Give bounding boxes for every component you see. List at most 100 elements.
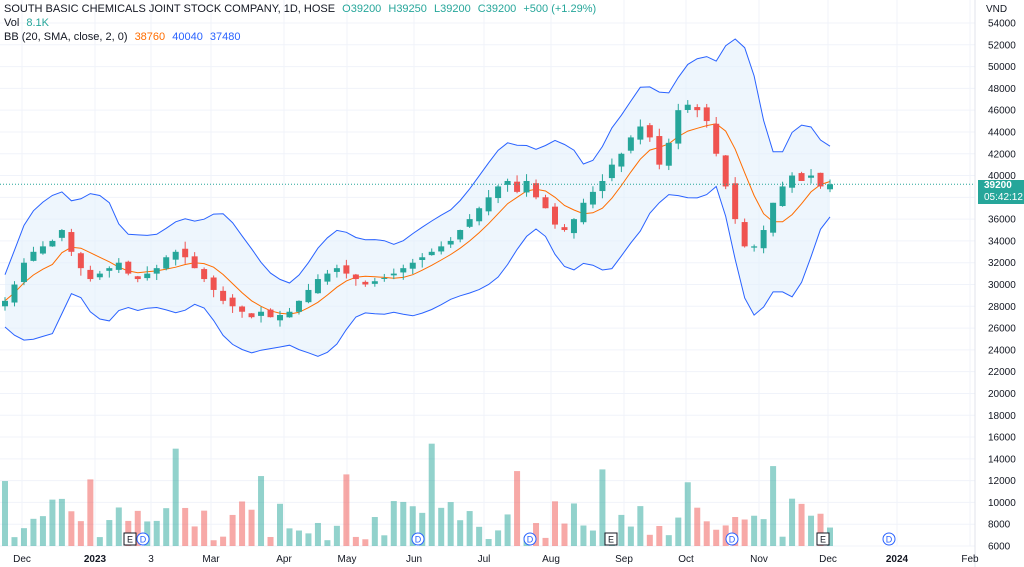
- volume-bar: [694, 507, 701, 546]
- time-tick-label: Jul: [478, 554, 491, 565]
- volume-bars: [2, 443, 833, 546]
- volume-bar: [381, 535, 388, 546]
- volume-bar: [58, 498, 65, 546]
- candle-body: [182, 248, 189, 258]
- candle-body: [96, 273, 103, 278]
- price-tick-label: 44000: [988, 127, 1016, 138]
- volume-bar: [106, 520, 113, 546]
- candle-body: [58, 230, 65, 238]
- candle-body: [751, 246, 758, 248]
- candle-body: [485, 197, 492, 212]
- price-tick-label: 50000: [988, 62, 1016, 73]
- price-tick-label: 6000: [988, 542, 1011, 553]
- candle-body: [779, 186, 786, 207]
- price-tick-label: 48000: [988, 84, 1016, 95]
- volume-bar: [713, 529, 720, 546]
- candle-body: [191, 256, 198, 269]
- candle-body: [770, 202, 777, 233]
- price-tick-label: 14000: [988, 454, 1016, 465]
- candle-body: [229, 297, 236, 307]
- volume-bar: [438, 507, 445, 546]
- candle-body: [106, 268, 113, 271]
- volume-bar: [476, 526, 483, 546]
- volume-bar: [675, 517, 682, 546]
- volume-bar: [808, 515, 815, 546]
- time-axis[interactable]: Dec 2023 3 Mar Apr May Jun Jul Aug Sep Oct Nov Dec 20…: [13, 554, 979, 565]
- candle-body: [343, 265, 350, 274]
- volume-bar: [542, 537, 549, 546]
- volume-bar: [371, 517, 378, 546]
- candle-body: [504, 180, 511, 185]
- candle-body: [11, 284, 18, 303]
- marker-label: E: [820, 535, 826, 545]
- time-tick-label: Sep: [615, 554, 633, 565]
- candle-body: [552, 206, 558, 225]
- candle-body: [239, 306, 246, 312]
- candle-body: [447, 240, 454, 245]
- candle-body: [457, 230, 464, 240]
- bb-legend[interactable]: BB (20, SMA, close, 2, 0) 38760 40040 37…: [4, 31, 244, 43]
- time-tick-label: 3: [148, 554, 154, 565]
- time-tick-label: Mar: [202, 554, 220, 565]
- high-value: H39250: [388, 3, 427, 15]
- volume-bar: [30, 518, 37, 546]
- candle-body: [665, 142, 672, 166]
- volume-bar: [248, 509, 255, 546]
- volume-bar: [703, 521, 710, 546]
- candlesticks: [2, 100, 833, 327]
- symbol-title[interactable]: SOUTH BASIC CHEMICALS JOINT STOCK COMPAN…: [4, 3, 336, 15]
- candle-body: [570, 219, 577, 234]
- volume-legend[interactable]: Vol 8.1K: [4, 17, 53, 29]
- volume-bar: [770, 466, 777, 546]
- price-tick-label: 26000: [988, 324, 1016, 335]
- price-tick-label: 42000: [988, 149, 1016, 160]
- candle-body: [618, 153, 625, 167]
- price-tick-label: 20000: [988, 389, 1016, 400]
- dividend-marker: [523, 532, 537, 546]
- candle-body: [789, 175, 796, 188]
- candle-body: [694, 107, 701, 111]
- volume-bar: [144, 521, 151, 546]
- volume-bar: [722, 525, 729, 546]
- bollinger-band-fill: [5, 39, 830, 357]
- price-axis[interactable]: 54000 52000 50000 48000 46000 44000 42000 40000…: [988, 19, 1016, 553]
- volume-bar: [163, 508, 170, 546]
- bar-countdown: 05:42:12: [978, 192, 1024, 204]
- volume-bar: [599, 469, 606, 546]
- candle-body: [87, 269, 94, 280]
- volume-bar: [428, 443, 435, 546]
- bb-lower-value: 37480: [209, 31, 241, 43]
- candle-body: [827, 184, 833, 190]
- volume-bar: [732, 517, 739, 546]
- volume-bar: [665, 535, 672, 546]
- volume-bar: [751, 515, 758, 546]
- candle-body: [77, 253, 84, 269]
- volume-bar: [115, 507, 122, 546]
- volume-bar: [220, 536, 227, 546]
- candle-body: [220, 290, 227, 301]
- candle-body: [172, 251, 179, 260]
- candle-body: [125, 261, 132, 274]
- candle-body: [419, 257, 426, 260]
- candle-body: [258, 311, 265, 316]
- volume-bar: [229, 514, 236, 546]
- volume-bar: [580, 525, 587, 546]
- volume-bar: [182, 507, 189, 546]
- bb-upper-value: 40040: [172, 31, 203, 43]
- dividend-marker: [882, 532, 896, 546]
- volume-bar: [39, 516, 46, 546]
- volume-bar: [305, 533, 312, 546]
- volume-bar: [419, 512, 426, 546]
- volume-bar: [637, 506, 644, 546]
- candle-body: [684, 104, 691, 110]
- volume-bar: [87, 479, 94, 546]
- volume-bar: [447, 502, 454, 546]
- marker-label: D: [415, 535, 422, 545]
- candle-body: [675, 110, 682, 144]
- candle-body: [438, 246, 445, 252]
- open-value: O39200: [342, 3, 382, 15]
- price-tick-label: 12000: [988, 476, 1016, 487]
- currency-label: VND: [986, 4, 1008, 15]
